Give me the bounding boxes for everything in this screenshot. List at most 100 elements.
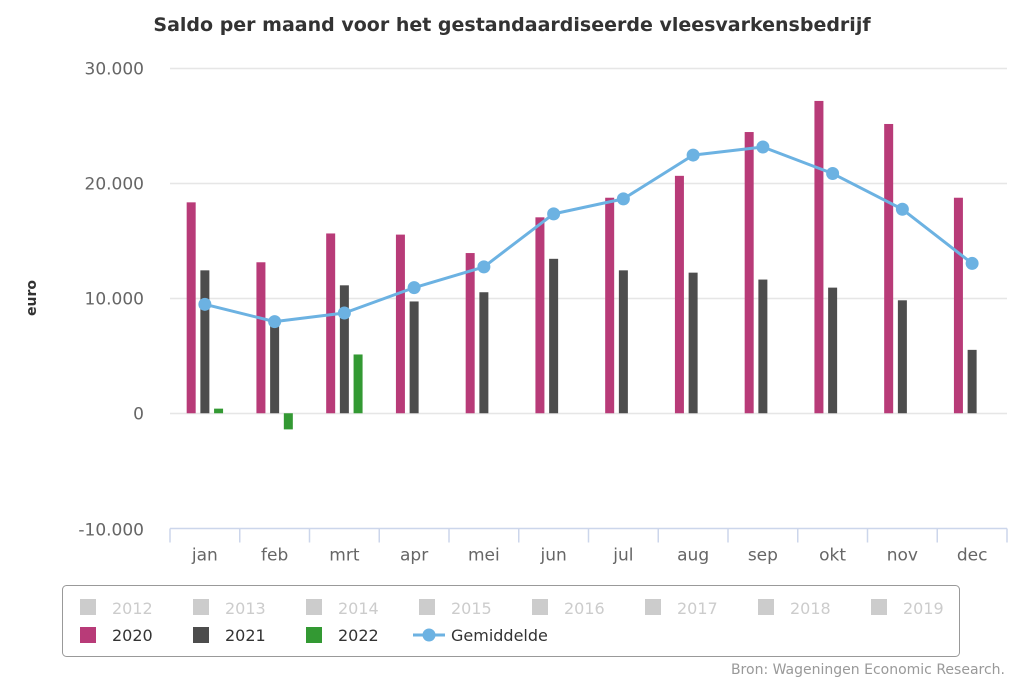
x-tick-label: nov	[887, 546, 918, 566]
bar-2021-okt[interactable]	[828, 287, 838, 414]
legend: 2012 2013 2014 2015 2016 2017 2018 2019 2020 2021…	[62, 585, 960, 657]
legend-label: 2015	[451, 599, 492, 618]
bars	[186, 100, 977, 430]
point-Gemiddelde-mei[interactable]	[477, 260, 491, 274]
legend-label: 2017	[677, 599, 718, 618]
point-Gemiddelde-okt[interactable]	[826, 167, 840, 181]
x-tick-label: feb	[261, 546, 288, 566]
y-tick-label: 0	[133, 405, 144, 425]
point-Gemiddelde-apr[interactable]	[407, 281, 421, 295]
legend-swatch	[758, 599, 774, 615]
bar-2020-apr[interactable]	[395, 234, 405, 414]
x-tick-label: mei	[468, 546, 500, 566]
legend-marker	[422, 628, 436, 642]
legend-swatch	[871, 599, 887, 615]
point-Gemiddelde-jul[interactable]	[616, 192, 630, 206]
legend-swatch	[645, 599, 661, 615]
point-Gemiddelde-aug[interactable]	[686, 148, 700, 162]
legend-label: 2014	[338, 599, 379, 618]
legend-item-2014[interactable]: 2014	[306, 599, 379, 618]
bar-2021-jul[interactable]	[618, 270, 628, 414]
x-tick-label: jul	[612, 546, 633, 566]
gridlines	[170, 67, 1007, 415]
legend-swatch	[532, 599, 548, 615]
bar-2020-mei[interactable]	[465, 253, 475, 414]
x-tick-label: mrt	[329, 546, 360, 566]
bar-2021-feb[interactable]	[270, 321, 280, 414]
point-Gemiddelde-feb[interactable]	[268, 315, 282, 329]
point-Gemiddelde-mrt[interactable]	[337, 306, 351, 320]
legend-label: 2013	[225, 599, 266, 618]
legend-label: 2016	[564, 599, 605, 618]
x-tick-label: sep	[748, 546, 778, 566]
bar-2021-dec[interactable]	[967, 349, 977, 414]
legend-item-2018[interactable]: 2018	[758, 599, 831, 618]
legend-item-2015[interactable]: 2015	[419, 599, 492, 618]
x-tick-label: dec	[957, 546, 988, 566]
bar-2020-mrt[interactable]	[326, 233, 336, 414]
legend-swatch	[193, 627, 209, 643]
x-tick-label: aug	[677, 546, 709, 566]
x-tick-label: okt	[819, 546, 846, 566]
legend-item-2020[interactable]: 2020	[80, 626, 153, 645]
bar-2020-sep[interactable]	[744, 132, 754, 414]
bar-2020-jul[interactable]	[605, 197, 615, 414]
legend-swatch	[193, 599, 209, 615]
bar-2020-feb[interactable]	[256, 262, 266, 414]
bar-2021-jan[interactable]	[200, 270, 210, 414]
bar-2021-apr[interactable]	[409, 301, 419, 414]
legend-label: 2020	[112, 626, 153, 645]
y-tick-label: -10.000	[78, 521, 144, 541]
legend-item-2017[interactable]: 2017	[645, 599, 718, 618]
point-Gemiddelde-dec[interactable]	[965, 256, 979, 270]
bar-2022-mrt[interactable]	[353, 354, 363, 414]
bar-2020-dec[interactable]	[953, 197, 963, 414]
legend-item-2013[interactable]: 2013	[193, 599, 266, 618]
legend-item-Gemiddelde[interactable]: Gemiddelde	[413, 626, 548, 645]
legend-item-2019[interactable]: 2019	[871, 599, 944, 618]
bar-2020-aug[interactable]	[674, 175, 684, 414]
legend-swatch	[419, 599, 435, 615]
legend-swatch	[306, 627, 322, 643]
point-Gemiddelde-nov[interactable]	[895, 202, 909, 216]
y-tick-label: 30.000	[85, 60, 144, 80]
bar-2021-mrt[interactable]	[339, 285, 349, 414]
x-tick-label: apr	[400, 546, 428, 566]
legend-item-2022[interactable]: 2022	[306, 626, 379, 645]
y-axis-label: euro	[24, 280, 40, 316]
x-tick-label: jun	[539, 546, 566, 566]
legend-swatch	[80, 599, 96, 615]
legend-item-2012[interactable]: 2012	[80, 599, 153, 618]
legend-label: 2021	[225, 626, 266, 645]
credit-text[interactable]: Bron: Wageningen Economic Research.	[731, 662, 1005, 678]
bar-2021-jun[interactable]	[549, 258, 559, 414]
bar-2021-aug[interactable]	[688, 272, 698, 414]
legend-item-2016[interactable]: 2016	[532, 599, 605, 618]
bar-2022-jan[interactable]	[214, 408, 224, 414]
y-axis-ticks: -10.000 0 10.000 20.000 30.000	[78, 60, 144, 541]
bar-2021-nov[interactable]	[897, 300, 907, 414]
bar-2020-okt[interactable]	[814, 100, 824, 414]
point-Gemiddelde-jan[interactable]	[198, 297, 212, 311]
bar-2021-sep[interactable]	[758, 279, 768, 414]
x-tick-label: jan	[191, 546, 218, 566]
bar-2020-nov[interactable]	[884, 123, 894, 414]
x-axis: jan feb mrt apr mei jun jul aug sep okt nov dec	[169, 527, 1008, 566]
bar-2021-mei[interactable]	[479, 292, 489, 414]
line-Gemiddelde	[204, 145, 974, 324]
bar-2020-jun[interactable]	[535, 217, 545, 414]
bar-2022-feb[interactable]	[283, 413, 293, 430]
legend-item-2021[interactable]: 2021	[193, 626, 266, 645]
legend-label: 2022	[338, 626, 379, 645]
point-Gemiddelde-jun[interactable]	[547, 207, 561, 221]
bar-2020-jan[interactable]	[186, 202, 196, 414]
y-tick-label: 20.000	[85, 175, 144, 195]
legend-swatch	[80, 627, 96, 643]
average-line	[198, 140, 979, 329]
legend-label: 2019	[903, 599, 944, 618]
y-tick-label: 10.000	[85, 290, 144, 310]
chart-title: Saldo per maand voor het gestandaardisee…	[153, 14, 871, 36]
point-Gemiddelde-sep[interactable]	[756, 140, 770, 154]
legend-box	[62, 585, 960, 657]
